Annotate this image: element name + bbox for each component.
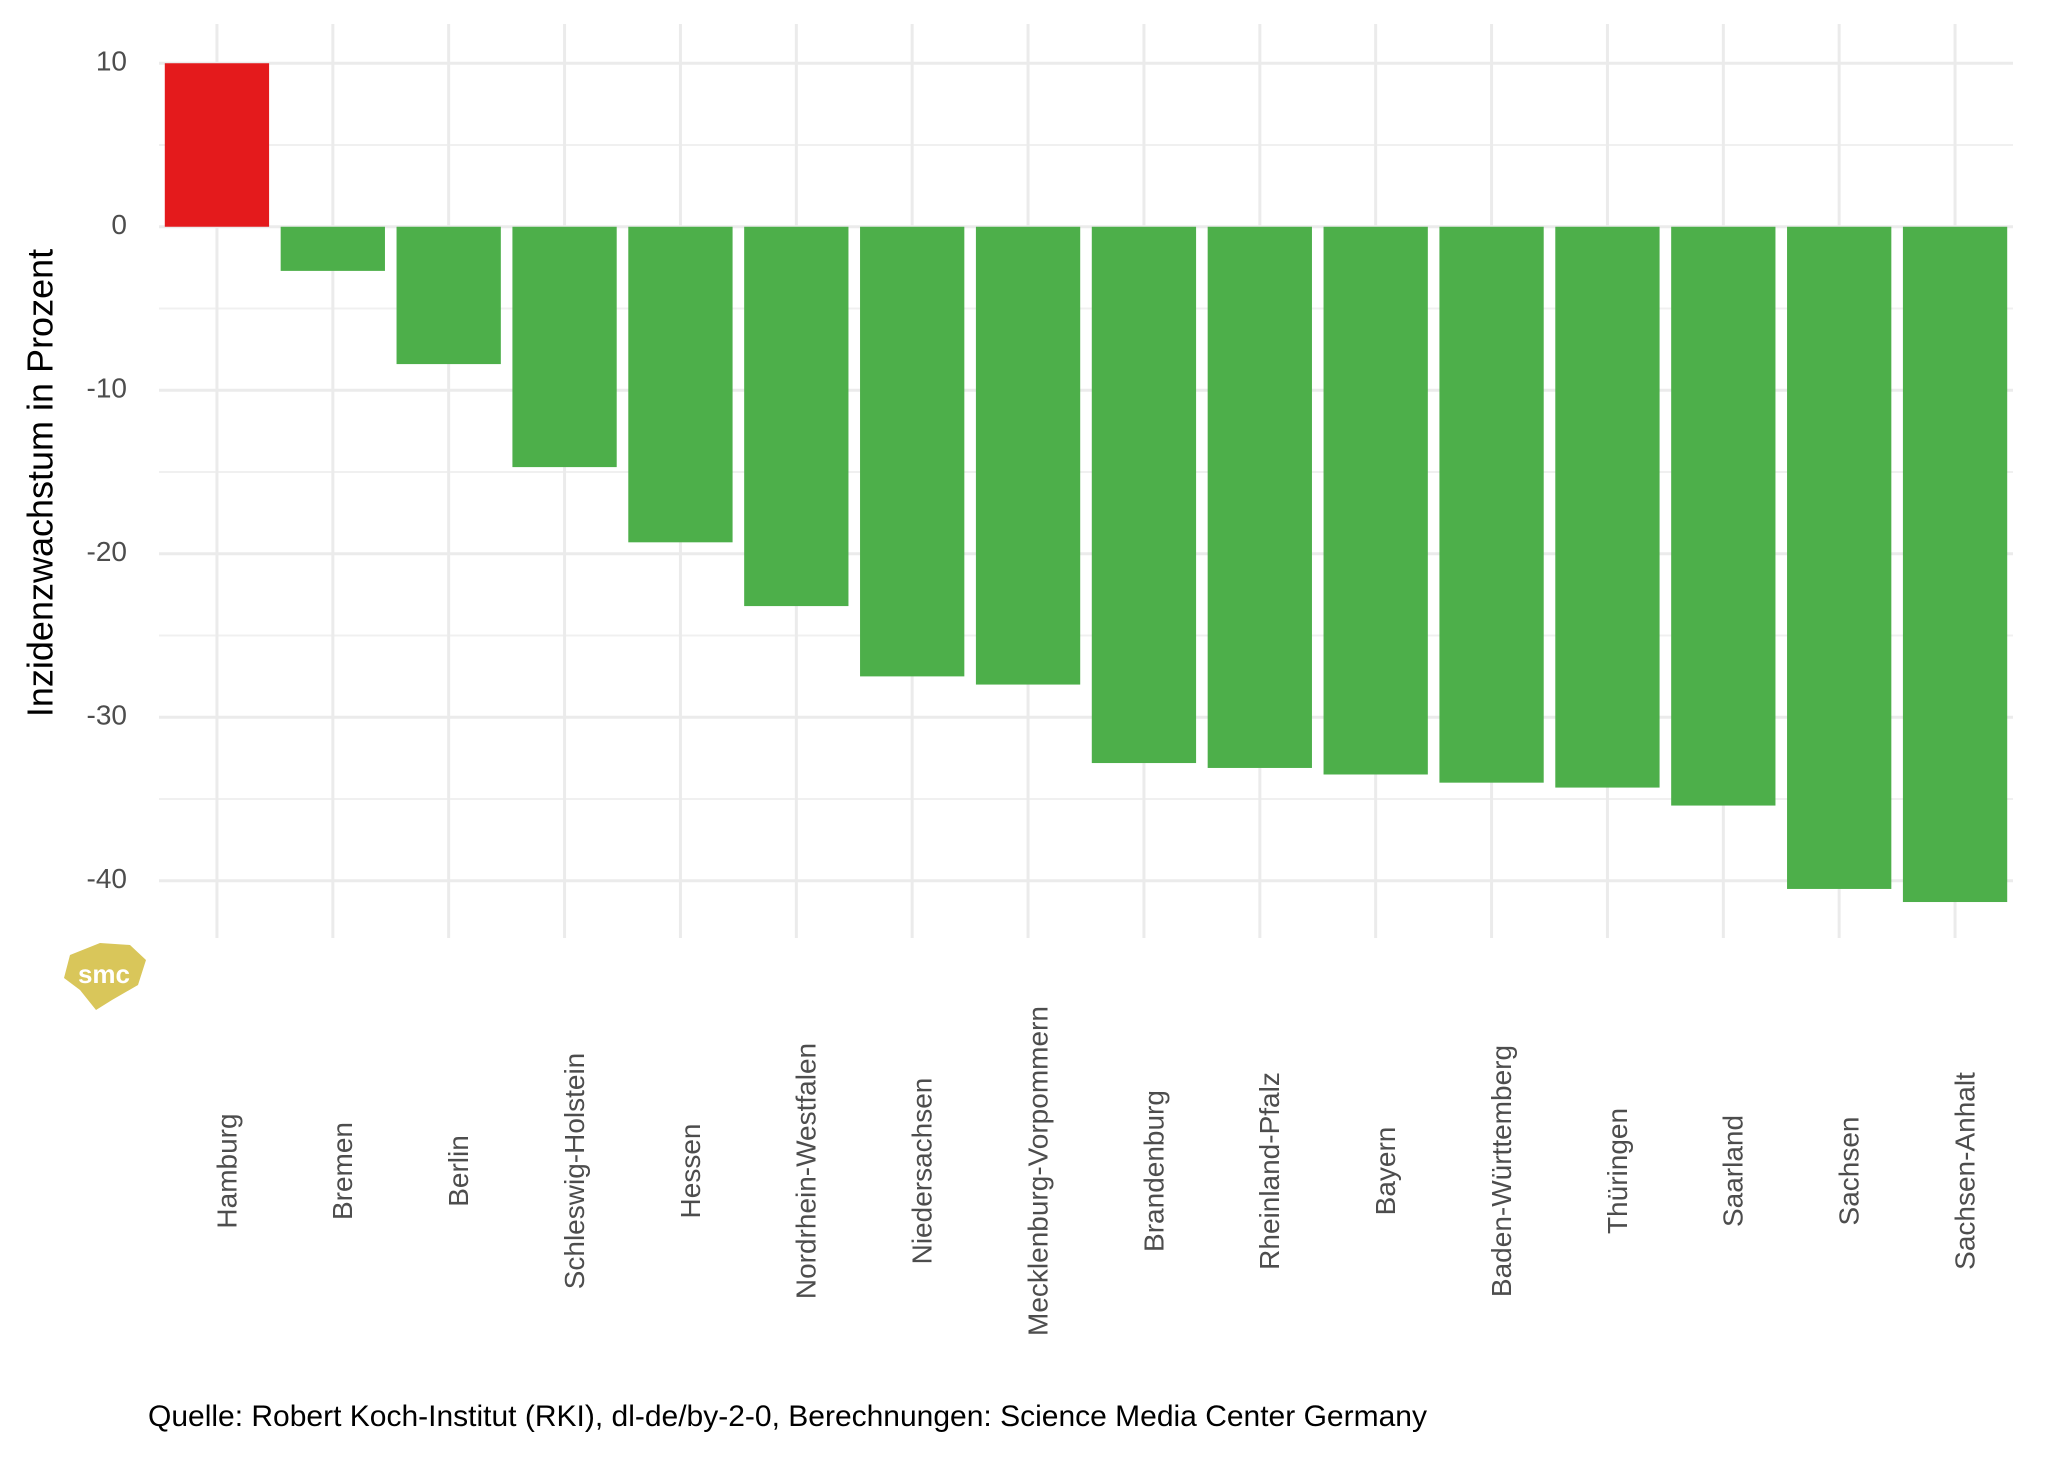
x-tick-label: Bremen xyxy=(327,1122,358,1220)
x-tick-label: Sachsen xyxy=(1834,1117,1865,1226)
bar xyxy=(512,226,617,468)
y-tick-label: -30 xyxy=(87,700,127,731)
bar xyxy=(1671,226,1776,806)
bar xyxy=(396,226,501,365)
bar xyxy=(975,226,1081,685)
x-tick-label: Hamburg xyxy=(211,1113,242,1228)
bar xyxy=(860,226,965,677)
bar xyxy=(1091,226,1197,764)
logo-shape xyxy=(64,943,146,1010)
bar xyxy=(280,226,385,271)
bar xyxy=(164,63,270,227)
y-tick-label: -10 xyxy=(87,373,127,404)
logo-text: smc xyxy=(78,959,130,989)
bar xyxy=(628,226,733,543)
x-tick-label: Nordrhein-Westfalen xyxy=(791,1043,822,1299)
x-tick-label: Niedersachsen xyxy=(907,1078,938,1265)
x-tick-label: Rheinland-Pfalz xyxy=(1254,1072,1285,1270)
y-axis-label: Inzidenzwachstum in Prozent xyxy=(20,249,61,717)
bar xyxy=(1555,226,1660,788)
x-tick-label: Baden-Württemberg xyxy=(1486,1045,1517,1297)
y-tick-label: -20 xyxy=(87,536,127,567)
x-tick-label: Bayern xyxy=(1370,1127,1401,1216)
x-tick-label: Berlin xyxy=(443,1135,474,1207)
caption: Quelle: Robert Koch-Institut (RKI), dl-d… xyxy=(148,1400,1427,1433)
bar xyxy=(1323,226,1428,775)
x-tick-label: Thüringen xyxy=(1602,1108,1633,1234)
bar xyxy=(1439,226,1544,783)
bar xyxy=(744,226,849,607)
y-tick-label: -40 xyxy=(87,863,127,894)
x-tick-label: Mecklenburg-Vorpommern xyxy=(1022,1006,1053,1336)
x-tick-label: Brandenburg xyxy=(1138,1090,1169,1252)
x-tick-label: Sachsen-Anhalt xyxy=(1949,1072,1980,1270)
x-tick-label: Hessen xyxy=(675,1124,706,1219)
bar xyxy=(1207,226,1312,768)
x-tick-label: Saarland xyxy=(1718,1115,1749,1227)
bar xyxy=(1787,226,1892,889)
x-tick-label: Schleswig-Holstein xyxy=(559,1053,590,1290)
y-tick-label: 10 xyxy=(96,46,127,77)
bar xyxy=(1902,226,2008,903)
y-tick-label: 0 xyxy=(111,209,127,240)
